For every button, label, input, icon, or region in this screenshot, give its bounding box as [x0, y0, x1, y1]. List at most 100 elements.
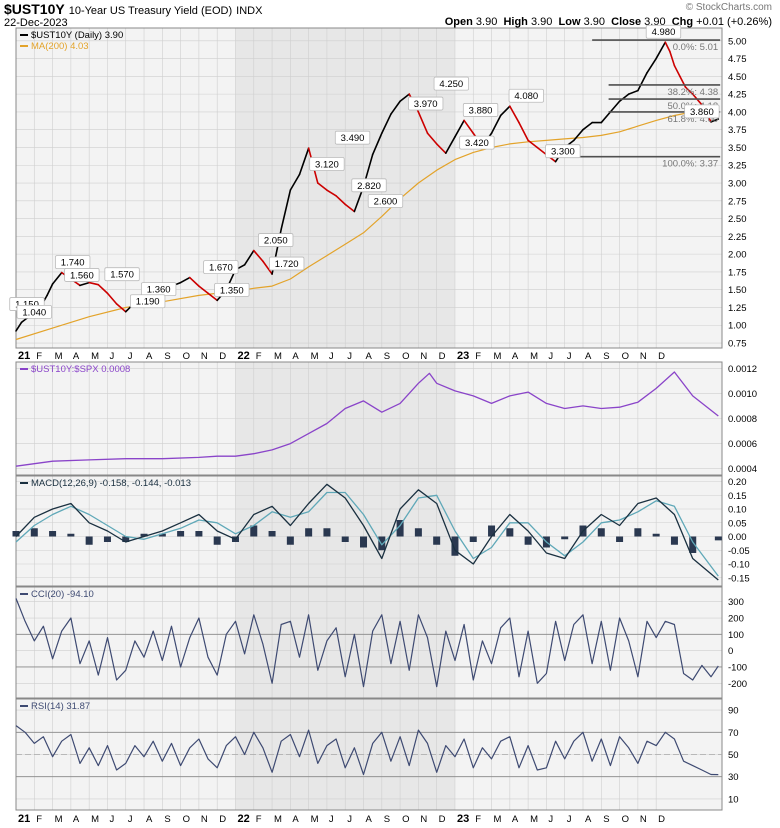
price-xtick-label: F	[475, 351, 481, 362]
rsi-ytick-label: 70	[728, 728, 739, 739]
price-segment	[637, 72, 648, 92]
cci-ytick-label: 200	[728, 614, 744, 625]
price-segment	[390, 100, 401, 115]
price-ytick-label: 2.50	[728, 214, 747, 225]
bottom-xtick-label: D	[219, 814, 226, 825]
bottom-xtick-label: S	[164, 814, 170, 825]
value-callout-box	[367, 194, 404, 208]
value-callout-label: 3.420	[465, 138, 489, 149]
ratio-ytick-label: 0.0004	[728, 464, 757, 475]
close-label: Close	[611, 16, 642, 28]
bottom-xtick-label: A	[512, 814, 519, 825]
price-ytick-label: 2.75	[728, 196, 747, 207]
ratio-ytick-label: 0.0006	[728, 439, 757, 450]
cci-panel-frame	[15, 586, 723, 699]
price-xtick-label: M	[55, 351, 63, 362]
price-xtick-label: N	[420, 351, 427, 362]
macd-line	[15, 483, 719, 581]
value-callout-label: 1.350	[220, 285, 244, 296]
value-callout-label: 3.300	[551, 147, 575, 158]
bottom-xtick-label: A	[292, 814, 299, 825]
price-segment	[280, 189, 292, 231]
price-ytick-label: 4.50	[728, 72, 747, 83]
bottom-xtick-label: M	[274, 814, 282, 825]
macd-histogram-bar	[469, 536, 477, 542]
price-xtick-label: S	[164, 351, 170, 362]
value-callout-box	[508, 88, 544, 103]
value-callout-label: 3.880	[469, 105, 493, 116]
price-segment	[627, 89, 639, 95]
macd-histogram-bar	[714, 536, 722, 541]
price-ytick-label: 3.00	[728, 179, 747, 190]
bottom-xtick-label: D	[439, 814, 446, 825]
price-xtick-label: A	[146, 351, 153, 362]
macd-histogram-bar	[689, 536, 697, 553]
bottom-xtick-label: M	[55, 814, 63, 825]
bottom-xtick-label: A	[73, 814, 80, 825]
macd-histogram-bar	[213, 536, 221, 545]
price-xtick-label: A	[585, 351, 592, 362]
price-segment	[646, 57, 657, 74]
price-segment	[454, 119, 465, 138]
price-xtick-label: 22	[237, 350, 249, 362]
price-segment	[79, 281, 90, 287]
price-xtick-label: S	[603, 351, 609, 362]
price-segment	[115, 303, 127, 313]
price-ytick-label: 3.25	[728, 161, 747, 172]
macd-histogram-bar	[414, 528, 422, 537]
macd-ytick-label: -0.15	[728, 573, 750, 584]
bottom-xtick-label: J	[567, 814, 572, 825]
price-xtick-label: S	[384, 351, 390, 362]
price-legend-text: MA(200) 4.03	[31, 41, 89, 52]
macd-histogram-bar	[670, 536, 678, 545]
price-xtick-label: N	[640, 351, 647, 362]
price-xtick-label: O	[402, 351, 409, 362]
macd-histogram-bar	[433, 536, 441, 545]
price-xtick-label: 23	[457, 350, 469, 362]
high-label: High	[503, 16, 528, 28]
price-segment	[344, 203, 356, 213]
price-segment	[582, 121, 593, 131]
value-callout-box	[203, 260, 239, 275]
price-xtick-label: M	[494, 351, 502, 362]
fibonacci-label: 100.0%: 3.37	[662, 159, 718, 170]
price-segment	[463, 119, 475, 135]
bottom-xtick-label: A	[366, 814, 373, 825]
price-segment	[490, 114, 502, 135]
price-segment	[673, 64, 681, 78]
value-callout-box	[104, 267, 140, 282]
price-legend-text: $UST10Y (Daily) 3.90	[31, 30, 123, 41]
value-callout-box	[130, 294, 166, 309]
macd-histogram-bar	[488, 525, 496, 537]
macd-signal-line	[15, 491, 719, 577]
price-ytick-label: 2.25	[728, 232, 747, 243]
value-callout-box	[334, 130, 371, 145]
price-segment	[316, 182, 328, 191]
bottom-xtick-label: S	[384, 814, 390, 825]
price-xtick-label: D	[219, 351, 226, 362]
bottom-xtick-label: N	[420, 814, 427, 825]
ratio-legend-text: $UST10Y:$SPX 0.0008	[31, 364, 130, 375]
macd-ytick-label: 0.00	[728, 532, 747, 543]
price-xtick-label: J	[548, 351, 553, 362]
bottom-xtick-label: O	[622, 814, 629, 825]
price-xtick-label: A	[73, 351, 80, 362]
value-callout-label: 3.860	[690, 107, 714, 118]
price-segment	[88, 281, 100, 286]
value-callout-label: 1.670	[209, 263, 233, 274]
value-callout-label: 1.740	[61, 258, 85, 269]
bottom-xtick-label: N	[201, 814, 208, 825]
macd-histogram-bar	[67, 533, 75, 537]
price-segment	[188, 276, 200, 287]
value-callout-box	[462, 103, 499, 117]
ma200-line	[15, 109, 719, 341]
price-ytick-label: 1.75	[728, 267, 747, 278]
price-xtick-label: J	[347, 351, 352, 362]
value-callout-label: 2.050	[264, 236, 288, 247]
macd-histogram-bar	[49, 531, 57, 537]
price-segment	[609, 100, 621, 113]
chg-value: +0.01 (+0.26%)	[696, 16, 772, 28]
price-ytick-label: 4.25	[728, 90, 747, 101]
value-callout-box	[309, 157, 345, 171]
value-callout-label: 1.360	[147, 285, 171, 296]
